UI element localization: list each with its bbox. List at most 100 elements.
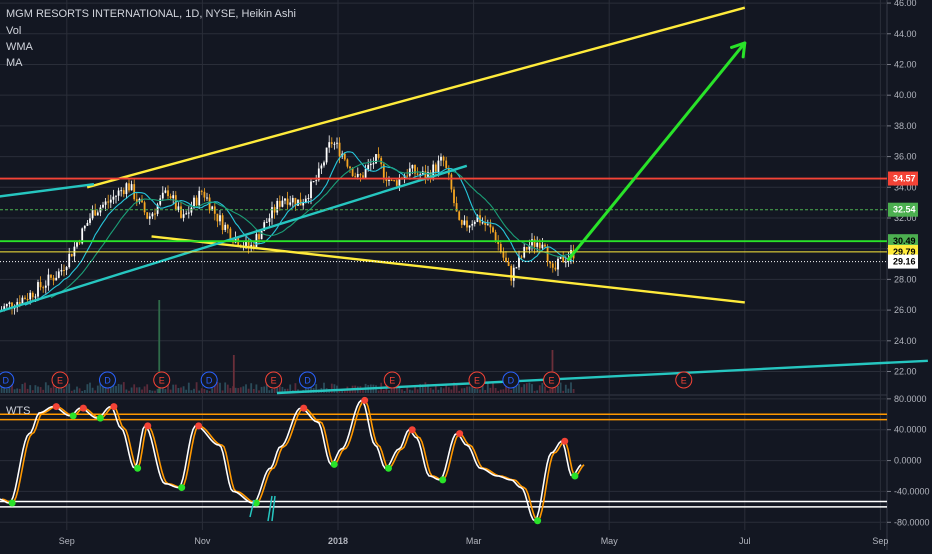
volume-bar bbox=[315, 384, 318, 393]
volume-bar bbox=[120, 384, 123, 393]
candle-body bbox=[211, 206, 214, 211]
candle-body bbox=[96, 212, 99, 216]
volume-bar bbox=[63, 388, 65, 393]
volume-bar bbox=[34, 385, 37, 393]
volume-bar bbox=[47, 385, 50, 393]
volume-bar bbox=[362, 389, 364, 393]
candle-body bbox=[356, 174, 359, 177]
candle-body bbox=[128, 183, 130, 191]
candle-body bbox=[125, 183, 128, 195]
volume-bar bbox=[304, 386, 307, 393]
candle-body bbox=[367, 165, 370, 170]
candle-body bbox=[86, 222, 89, 226]
indicator-ma[interactable]: MA bbox=[6, 57, 23, 69]
price-tag-label: 32.54 bbox=[893, 205, 916, 215]
candle-body bbox=[281, 200, 284, 207]
volume-bar bbox=[258, 390, 260, 393]
volume-bar bbox=[523, 384, 526, 393]
candle-body bbox=[343, 153, 346, 160]
earnings-marker[interactable]: E bbox=[675, 371, 693, 389]
buy-dot bbox=[330, 460, 338, 468]
candle-body bbox=[499, 243, 502, 252]
volume-bar bbox=[219, 382, 221, 393]
earnings-marker[interactable]: E bbox=[543, 371, 561, 389]
volume-bar bbox=[60, 386, 63, 393]
event-circle bbox=[502, 371, 520, 389]
y-tick-label: 28.00 bbox=[894, 274, 917, 284]
candle-body bbox=[44, 285, 47, 288]
volume-bar bbox=[453, 382, 455, 393]
candle-body bbox=[481, 222, 484, 224]
candle-body bbox=[130, 184, 133, 191]
volume-bar bbox=[341, 389, 344, 393]
candle-body bbox=[533, 239, 536, 247]
candle-body bbox=[460, 219, 463, 225]
volume-bar bbox=[190, 390, 193, 393]
earnings-marker[interactable]: E bbox=[153, 371, 171, 389]
earnings-marker[interactable]: E bbox=[383, 371, 401, 389]
volume-bar bbox=[154, 390, 156, 393]
event-circle bbox=[98, 371, 116, 389]
volume-bar bbox=[221, 390, 224, 393]
price-tag-label: 30.49 bbox=[893, 236, 916, 246]
volume-bar bbox=[133, 384, 136, 393]
candle-body bbox=[68, 253, 71, 268]
buy-dot bbox=[134, 464, 142, 472]
volume-bar bbox=[440, 387, 442, 393]
candle-body bbox=[473, 221, 476, 224]
earnings-marker[interactable]: E bbox=[265, 371, 283, 389]
volume-bar bbox=[377, 390, 380, 393]
buy-dot bbox=[439, 476, 447, 484]
y-tick-label: 24.00 bbox=[894, 336, 917, 346]
candle-body bbox=[55, 277, 58, 281]
indicator-vol[interactable]: Vol bbox=[6, 25, 22, 37]
candle-body bbox=[284, 198, 286, 201]
dividend-marker[interactable]: D bbox=[502, 371, 520, 389]
volume-bar bbox=[466, 386, 468, 393]
candle-body bbox=[133, 184, 136, 200]
symbol-title: MGM RESORTS INTERNATIONAL, 1D, NYSE, Hei… bbox=[6, 8, 296, 20]
volume-bar bbox=[458, 390, 461, 393]
price-tag-bg bbox=[888, 202, 918, 217]
volume-bar bbox=[564, 384, 567, 393]
volume-bar bbox=[78, 388, 81, 393]
candle-body bbox=[63, 269, 65, 271]
volume-bar bbox=[198, 390, 201, 393]
volume-bar bbox=[195, 382, 198, 393]
volume-bar bbox=[130, 387, 133, 393]
x-tick-label: May bbox=[601, 536, 619, 546]
candle-body bbox=[213, 206, 216, 214]
candle-body bbox=[307, 197, 310, 199]
trend-line bbox=[276, 359, 928, 395]
volume-bar bbox=[414, 385, 416, 393]
volume-bar bbox=[44, 382, 47, 393]
candle-body bbox=[57, 271, 60, 278]
candle-body bbox=[265, 221, 268, 223]
volume-bar bbox=[245, 384, 247, 393]
volume-bar bbox=[89, 382, 91, 393]
x-tick-label: Jul bbox=[739, 536, 751, 546]
candle-body bbox=[47, 274, 50, 286]
event-circle bbox=[200, 371, 218, 389]
dividend-marker[interactable]: D bbox=[98, 371, 116, 389]
candle-body bbox=[107, 201, 110, 203]
candle-body bbox=[427, 172, 429, 180]
volume-bar bbox=[310, 385, 312, 393]
dividend-marker[interactable]: D bbox=[200, 371, 218, 389]
earnings-marker[interactable]: E bbox=[51, 371, 69, 389]
volume-bar bbox=[406, 387, 409, 393]
volume-bar bbox=[174, 384, 177, 393]
dividend-marker[interactable]: D bbox=[0, 371, 15, 389]
oscillator-title[interactable]: WTS bbox=[6, 405, 31, 417]
candle-body bbox=[195, 197, 198, 206]
indicator-wma[interactable]: WMA bbox=[6, 41, 33, 53]
volume-bar bbox=[200, 388, 203, 393]
earnings-marker[interactable]: E bbox=[468, 371, 486, 389]
y-tick-label: 26.00 bbox=[894, 305, 917, 315]
dividend-marker[interactable]: D bbox=[298, 371, 316, 389]
sell-dot bbox=[52, 403, 60, 411]
event-circle bbox=[265, 371, 283, 389]
candle-body bbox=[502, 251, 505, 258]
volume-bar bbox=[494, 388, 497, 393]
